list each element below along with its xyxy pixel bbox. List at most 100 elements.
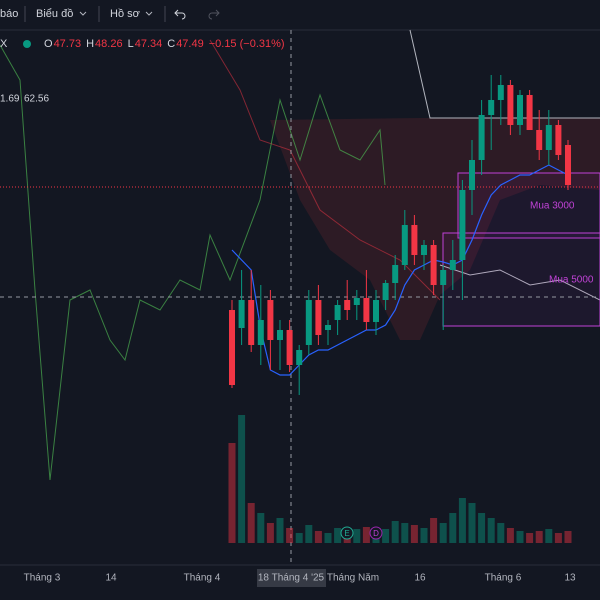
candle-body [392,265,399,283]
volume-bar [478,513,486,543]
event-label: E [344,529,349,538]
candle-body [286,330,293,365]
dropdown-icon [79,11,87,16]
volume-bar [362,527,370,543]
candle-body [229,310,235,385]
legend-value: 47.73 [54,38,82,50]
indicator-value: 1.69 [0,94,20,105]
legend-value: 48.26 [95,38,123,50]
candle-body [363,298,370,322]
candle-body [257,320,264,345]
candle-body [344,300,351,310]
candle-body [277,330,283,340]
volume-bar [468,503,476,543]
legend: O 47.73 H 48.26 L 47.34 C 47.49 −0.15 (−0.31%) [44,38,285,50]
buy-zone[interactable] [442,232,600,327]
candle-body [373,300,379,322]
annotation: Mua 5000 [549,275,594,286]
redo-button[interactable] [208,9,220,20]
toolbar-item[interactable]: báo [0,8,18,20]
candle-body [545,125,552,150]
candle-body [238,300,245,328]
volume-bar [276,518,284,543]
buy-zone[interactable] [457,172,600,239]
volume-bar [439,523,447,543]
candle-body [517,95,523,125]
volume-bar [391,521,399,543]
volume-bar [430,518,438,543]
volume-bar [314,531,322,543]
candle-body [421,245,427,255]
candle-body [449,260,456,270]
volume-bar [266,523,274,543]
volume-bar [257,513,265,543]
candle-body [353,298,360,305]
indicator-value: 62.56 [24,94,49,105]
volume-bar [487,518,495,543]
volume-bar [353,529,361,543]
volume-bar [401,523,409,543]
volume-bar [228,443,236,543]
volume-bar [545,529,553,543]
legend-value: 47.49 [176,38,204,50]
volume-bar [420,528,428,543]
candle-body [430,245,437,285]
candle-body [305,300,312,345]
x-tick-label: Tháng 6 [485,573,522,584]
candle-body [267,300,274,340]
volume-bar [247,503,255,543]
candle-body [315,300,322,335]
volume-bar [526,533,534,543]
toolbar-item[interactable]: Biểu đồ [36,8,73,20]
cloud-edge [409,29,600,119]
candle-body [526,95,533,130]
candle-body [411,225,418,255]
volume-bar [305,525,313,543]
candle-body [478,115,485,160]
crosshair-label-bg [257,569,326,587]
candle-body [440,270,447,285]
volume-bar [324,533,332,543]
symbol: X [0,38,8,50]
volume-bar [516,531,524,543]
candle-body [296,350,303,365]
volume-bar [295,533,303,543]
x-tick-label: 14 [105,573,117,584]
x-tick-label: Tháng 3 [24,573,61,584]
series [228,75,572,543]
legend-change: −0.15 (−0.31%) [209,38,285,50]
x-tick-label: 13 [564,573,576,584]
event-badge[interactable] [369,526,383,540]
candle-body [536,130,543,150]
candle-body [488,100,495,115]
candle-body [248,300,255,345]
volume-bar [506,528,514,543]
candle-body [555,125,562,155]
cloud-edge [439,264,600,301]
undo-button[interactable] [174,9,186,20]
candle-body [497,85,504,100]
baseline [209,39,441,301]
candle-body [325,325,331,330]
legend-label: L [128,38,134,50]
candle-body [565,145,571,185]
candle-body [459,190,466,260]
volume-bar [564,531,572,543]
volume-bar [410,525,418,543]
event-badge[interactable] [340,526,354,540]
volume-bar [238,415,246,543]
toolbar [0,0,600,30]
volume-bar [334,528,342,543]
legend-label: H [86,38,94,50]
event-label: D [373,529,379,538]
candle-body [334,305,341,320]
oscillator [0,44,386,481]
volume-bar [286,528,294,543]
x-tick-label: Tháng Năm [327,573,379,584]
volume-bar [449,513,457,543]
x-tick-label: 18 Tháng 4 '25 [258,573,325,584]
toolbar-item[interactable]: Hồ sơ [110,8,140,20]
time-axis-labels: Tháng 3 14 Tháng 4 18 Tháng 4 '25 Tháng Năm 1… [24,573,576,584]
